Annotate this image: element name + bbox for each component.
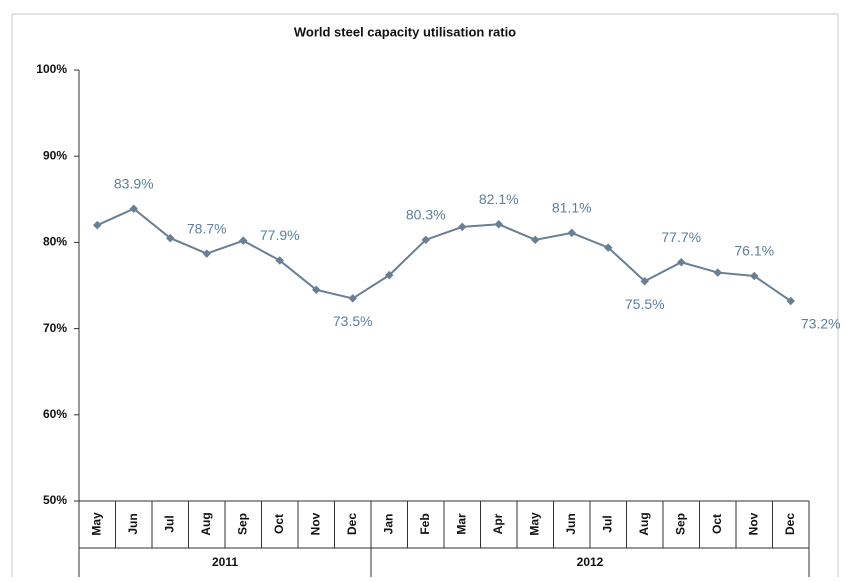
x-tick-label: Aug <box>637 512 651 535</box>
data-label: 77.9% <box>260 227 300 243</box>
data-point <box>640 276 649 286</box>
x-tick-label: Sep <box>673 513 687 535</box>
data-label: 82.1% <box>479 191 519 207</box>
data-point <box>312 285 321 295</box>
y-tick-label: 100% <box>36 62 67 76</box>
x-tick-label: Feb <box>418 513 432 534</box>
y-tick-label: 90% <box>43 148 67 162</box>
data-point <box>385 270 394 280</box>
data-point <box>458 222 467 232</box>
x-tick-label: Jun <box>564 513 578 534</box>
data-point <box>93 220 102 230</box>
x-tick-label: Aug <box>199 512 213 535</box>
data-point <box>531 235 540 245</box>
x-tick-label: Jun <box>126 513 140 534</box>
data-label: 73.5% <box>333 313 373 329</box>
data-point <box>239 236 248 245</box>
data-label: 78.7% <box>187 220 227 236</box>
x-tick-label: Oct <box>272 514 286 534</box>
x-tick-label: Jan <box>381 514 395 535</box>
data-label: 73.2% <box>801 316 841 332</box>
x-tick-label: May <box>527 512 541 536</box>
y-tick-label: 80% <box>43 235 67 249</box>
data-point <box>567 228 576 238</box>
data-label: 80.3% <box>406 207 446 223</box>
x-tick-label: Nov <box>308 512 322 535</box>
x-tick-label: May <box>89 512 103 536</box>
x-tick-label: Nov <box>746 512 760 535</box>
group-label: 2011 <box>212 555 238 569</box>
frame <box>11 13 839 582</box>
data-label: 77.7% <box>661 229 701 245</box>
x-tick-label: Mar <box>454 513 468 535</box>
data-point <box>677 257 686 267</box>
x-tick-label: Sep <box>235 513 249 535</box>
y-tick-label: 70% <box>43 321 67 335</box>
x-tick-label: Jul <box>600 515 614 532</box>
data-point <box>348 294 357 303</box>
data-point <box>275 256 284 265</box>
data-label: 81.1% <box>552 200 592 216</box>
data-point <box>166 233 175 243</box>
data-point <box>750 271 759 281</box>
data-label: 83.9% <box>114 175 154 191</box>
y-tick-label: 50% <box>43 493 67 507</box>
data-point <box>786 296 795 306</box>
data-point <box>713 268 722 277</box>
y-tick-label: 60% <box>43 407 67 421</box>
data-point <box>421 235 430 245</box>
chart-title: World steel capacity utilisation ratio <box>294 24 516 39</box>
group-label: 2012 <box>577 555 604 569</box>
x-tick-label: Jul <box>162 515 176 532</box>
x-tick-label: Dec <box>345 513 359 535</box>
data-point <box>202 249 211 258</box>
data-point <box>494 220 503 229</box>
x-tick-label: Dec <box>783 513 797 535</box>
x-tick-label: Oct <box>710 514 724 534</box>
x-tick-label: Apr <box>491 513 505 534</box>
data-point <box>129 204 138 214</box>
series-line <box>96 207 792 302</box>
data-label: 75.5% <box>625 296 665 312</box>
data-label: 76.1% <box>734 243 774 259</box>
